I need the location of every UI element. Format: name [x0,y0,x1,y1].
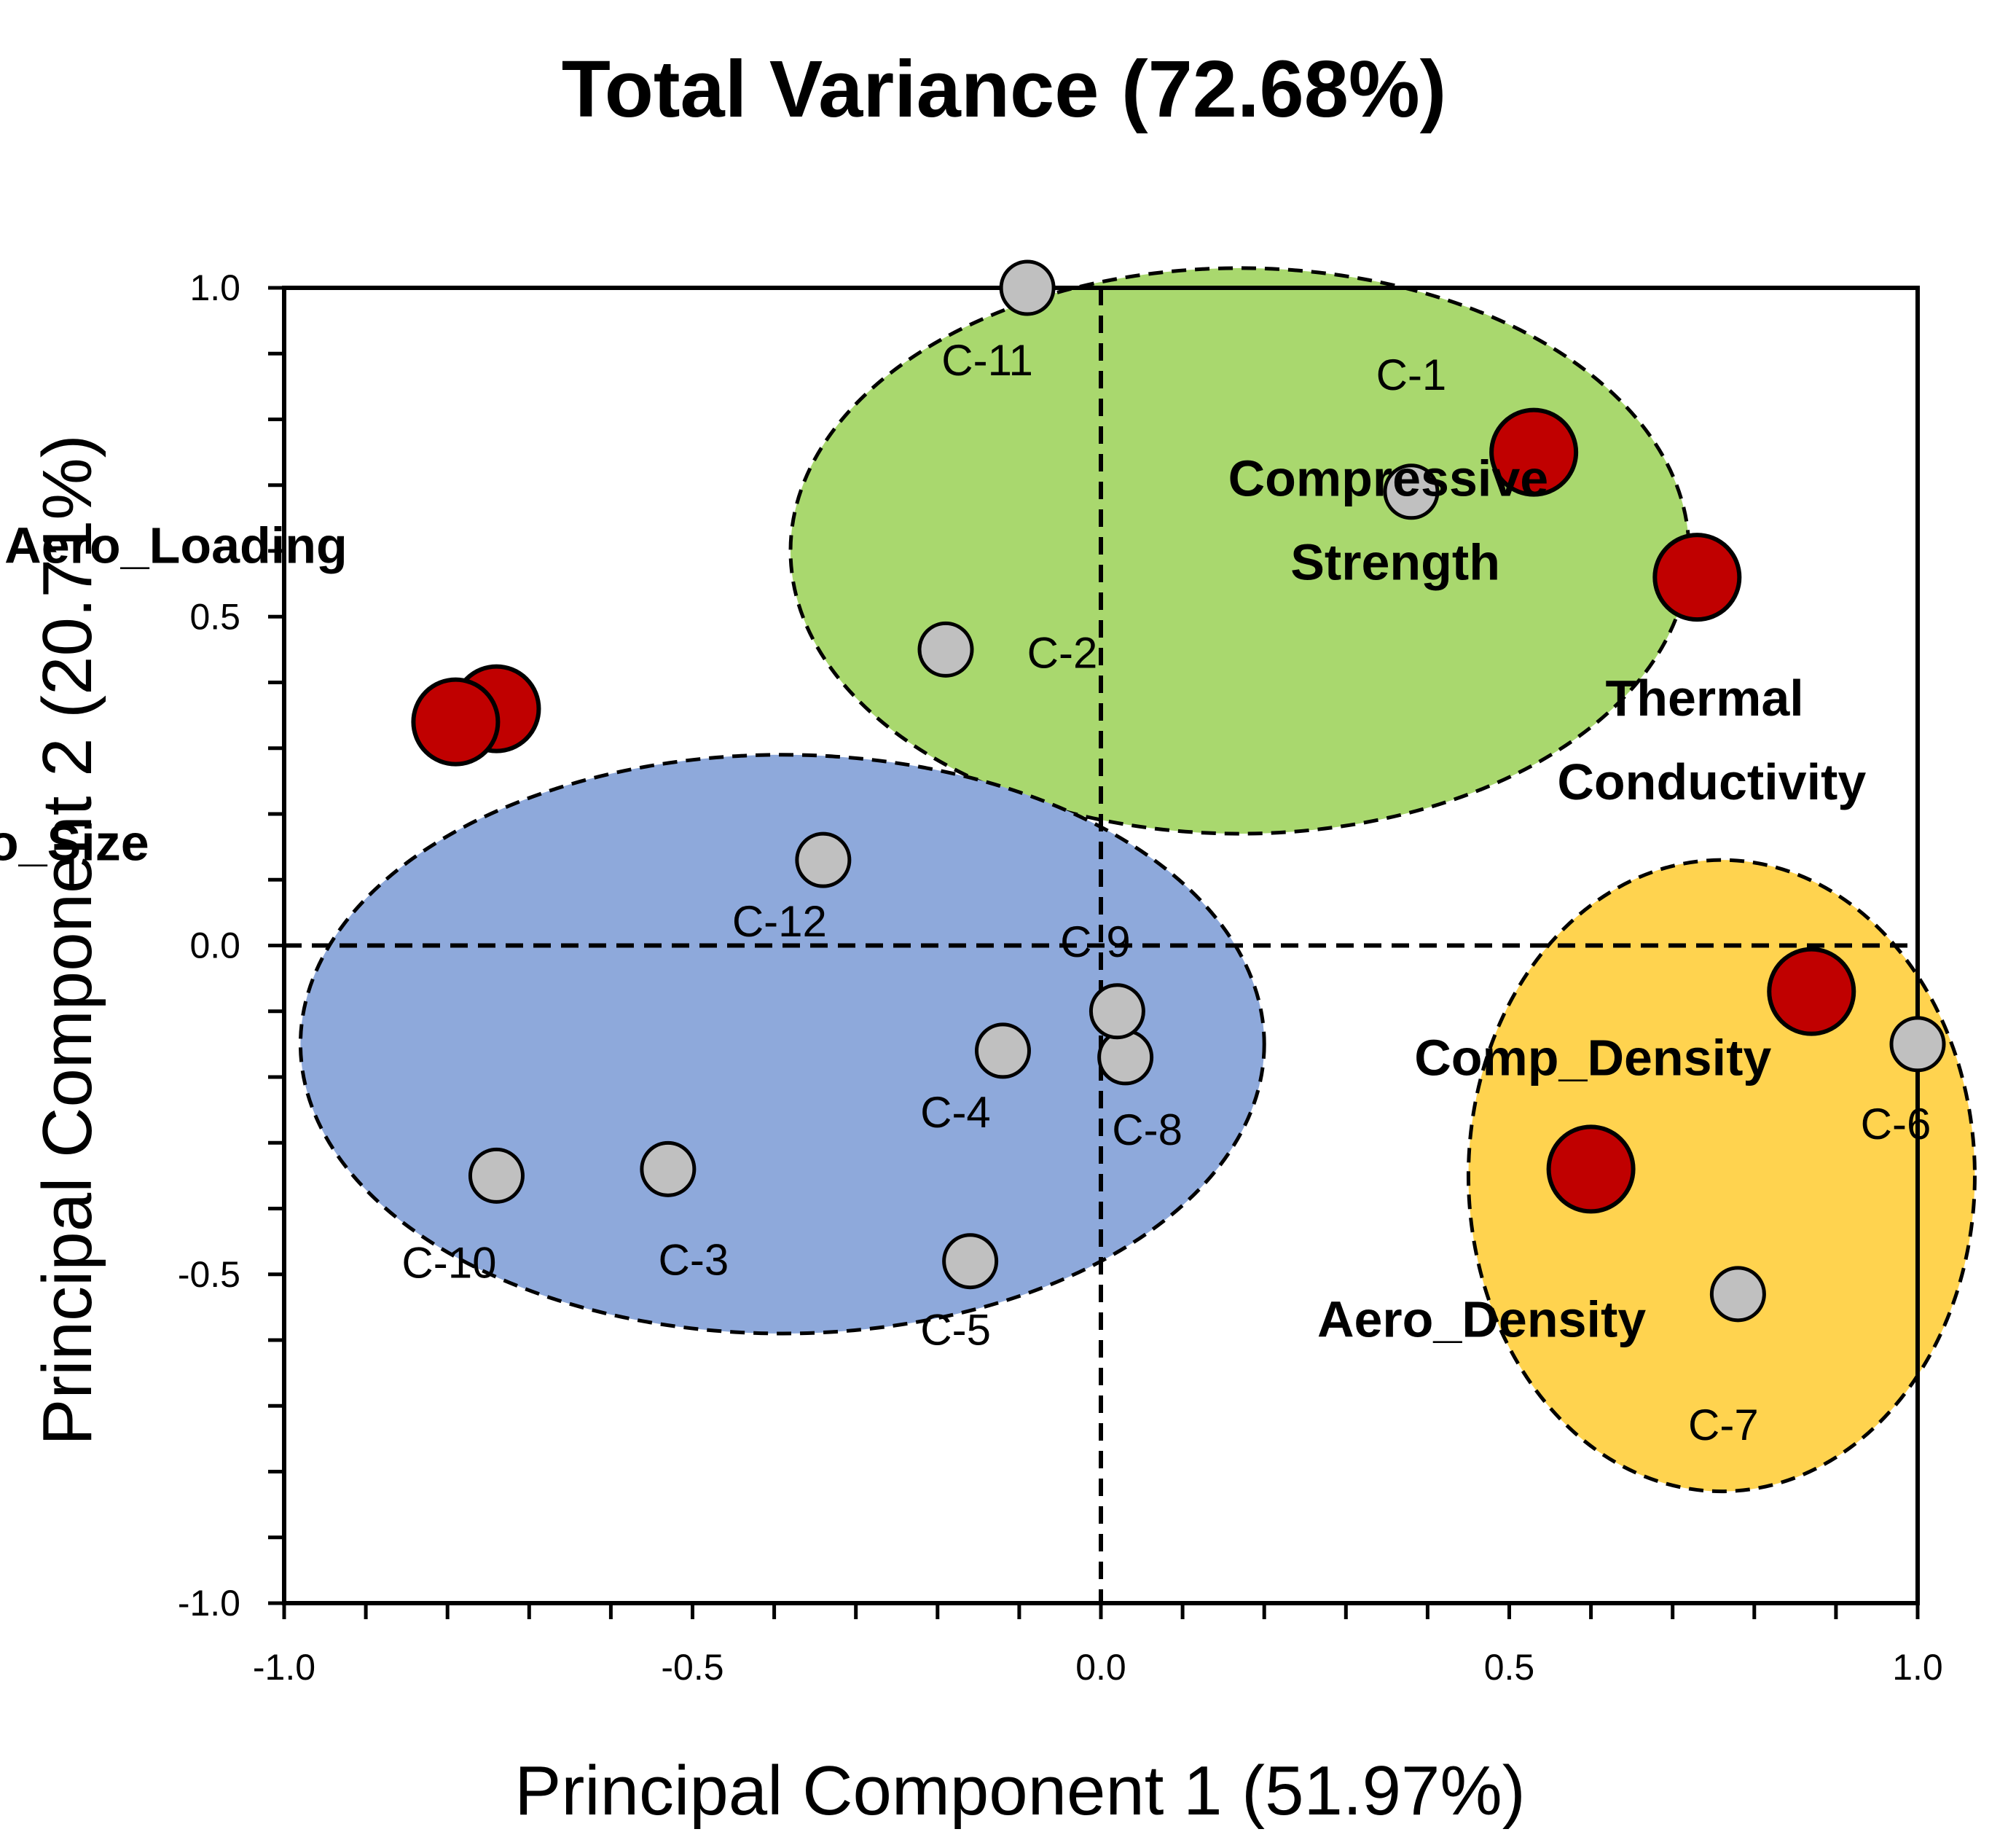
chart-title: Total Variance (72.68%) [562,44,1447,134]
sample-label: C-8 [1112,1105,1182,1154]
sample-point-c-10 [468,1147,525,1204]
sample-point-c-11 [999,259,1056,316]
sample-label: C-12 [732,897,827,946]
reference-lines [284,288,1918,1603]
y-tick-label: 0.0 [189,925,240,966]
variable-label: Aero_Density [1317,1291,1646,1347]
x-tick-label: 0.5 [1484,1647,1535,1688]
variable-point-aero-density [1546,1124,1636,1214]
sample-label: C-4 [920,1088,991,1137]
point-labels: C-1 C-2 C-3 C-4 C-5 C-6 C-7 C-8 C-9 C-10 C-11 C-12 A… [0,336,1931,1449]
sample-point-c-3 [640,1140,697,1197]
variable-label: Aero_Size [0,815,149,872]
x-axis-title: Principal Component 1 (51.97%) [514,1752,1525,1830]
y-tick-label: -0.5 [178,1254,240,1295]
variable-label-line: Thermal [1605,670,1818,727]
variable-point-thermal-conductivity [1652,533,1742,622]
sample-point-c-8 [1097,1029,1154,1086]
sample-label: C-1 [1376,351,1447,399]
sample-point-c-6 [1889,1016,1946,1073]
sample-point-c-9 [1089,983,1145,1040]
y-tick-label: -1.0 [178,1583,240,1624]
sample-point-c-12 [795,831,852,888]
variable-label: Comp_Density [1414,1030,1771,1087]
sample-label: C-10 [401,1238,496,1287]
sample-label: C-5 [920,1306,991,1355]
sample-point-c-7 [1709,1266,1766,1323]
x-tick-label: 0.0 [1075,1647,1126,1688]
y-tick-label: 1.0 [189,267,240,308]
variable-label-line: Conductivity [1557,753,1866,810]
sample-label: C-3 [659,1235,729,1284]
cluster-ellipses [298,266,1977,1494]
data-points [411,259,1946,1323]
sample-point-c-5 [942,1233,999,1290]
sample-point-c-4 [974,1022,1031,1079]
variable-label: Aero_Loading [4,517,348,574]
variable-point-compressive-strength [1489,407,1579,497]
sample-label: C-2 [1027,628,1098,677]
green-cluster-ellipse [788,266,1691,836]
x-tick-label: -1.0 [253,1647,315,1688]
variable-label-line: Compressive [1228,450,1563,507]
sample-point-c-2 [917,621,974,678]
sample-label: C-11 [941,336,1033,385]
variable-label: Compressive Strength [1228,450,1563,591]
variable-point-comp-density [1767,947,1856,1036]
x-tick-label: 1.0 [1892,1647,1943,1688]
sample-label: C-6 [1861,1100,1931,1148]
blue-cluster-ellipse [298,753,1266,1336]
sample-label: C-9 [1060,917,1131,966]
variable-point-aero-size [411,677,501,767]
yellow-cluster-ellipse [1466,858,1977,1494]
axis-ticks: -1.0 -0.5 0.0 0.5 1.0 -1.0 -0.5 0.0 0.5 1.0 [178,267,1943,1688]
sample-label: C-7 [1688,1401,1759,1449]
variable-label-line: Strength [1290,534,1500,591]
y-axis-title: Principal Component 2 (20.71%) [28,434,106,1445]
x-tick-label: -0.5 [661,1647,723,1688]
variable-label: Thermal Conductivity [1557,670,1866,810]
y-tick-label: 0.5 [189,596,240,637]
sample-point-c-1 [1383,463,1440,520]
